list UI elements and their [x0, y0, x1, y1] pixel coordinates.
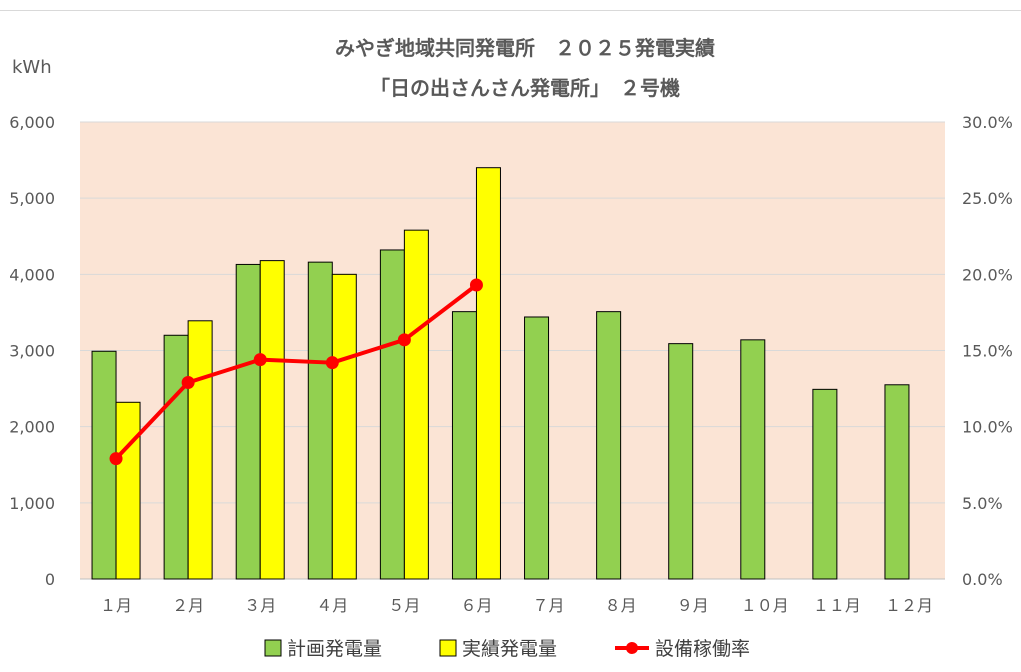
bar-actual	[259, 260, 285, 580]
x-tick-label: １月	[100, 596, 132, 615]
bar-actual	[331, 273, 357, 580]
bar-actual	[115, 401, 141, 580]
bar-actual	[475, 167, 501, 580]
bar-planned	[596, 311, 622, 580]
y2-tick-label: 15.0%	[962, 342, 1013, 361]
legend-swatch-marker	[626, 642, 638, 654]
chart-subtitle: 「日の出さんさん発電所」 ２号機	[370, 76, 680, 100]
bar-actual	[403, 229, 429, 580]
bar-planned	[451, 311, 477, 580]
line-operating-rate	[114, 283, 478, 461]
bar-planned	[163, 334, 189, 580]
line-point	[469, 278, 483, 292]
x-tick-label: ８月	[605, 596, 637, 615]
y2-tick-label: 20.0%	[962, 265, 1013, 284]
x-tick-label: １２月	[885, 596, 933, 615]
legend-label: 実績発電量	[462, 638, 557, 660]
y-tick-label: 5,000	[9, 189, 55, 208]
bar-planned	[740, 339, 766, 580]
bar-planned	[812, 388, 838, 580]
plot-area: 0 0.0% 1,000 5.0% 2,000 10.0% 3,000 15.0% 4,000 2…	[9, 113, 1013, 615]
chart-title: みやぎ地域共同発電所 ２０２５発電実績	[335, 36, 715, 60]
y-tick-label: 2,000	[9, 418, 55, 437]
y2-tick-label: 0.0%	[962, 570, 1003, 589]
x-tick-label: ７月	[533, 596, 565, 615]
x-tick-label: ９月	[677, 596, 709, 615]
line-point	[181, 375, 195, 389]
x-tick-label: ３月	[244, 596, 276, 615]
x-tick-label: ５月	[388, 596, 420, 615]
line-point	[325, 356, 339, 370]
line-point	[397, 333, 411, 347]
bar-planned	[379, 249, 405, 580]
legend: 計画発電量 実績発電量 設備稼働率	[264, 638, 750, 660]
y-tick-label: 4,000	[9, 265, 55, 284]
y2-tick-label: 25.0%	[962, 189, 1013, 208]
bar-planned	[235, 263, 261, 580]
bar-actual	[187, 320, 213, 580]
bar-planned	[668, 343, 694, 580]
y-tick-label: 1,000	[9, 494, 55, 513]
bar-planned	[307, 261, 333, 580]
legend-swatch	[264, 639, 282, 657]
y-tick-label: 6,000	[9, 113, 55, 132]
y-axis-unit: kWh	[12, 57, 52, 78]
bar-planned	[524, 316, 550, 580]
bar-planned	[884, 384, 910, 580]
legend-swatch	[439, 639, 457, 657]
y-tick-label: 3,000	[9, 342, 55, 361]
bar-planned	[91, 350, 117, 580]
top-border	[0, 10, 1021, 11]
line-point	[253, 353, 267, 367]
y2-tick-label: 30.0%	[962, 113, 1013, 132]
legend-label: 設備稼働率	[655, 638, 750, 660]
x-tick-label: ４月	[316, 596, 348, 615]
x-tick-label: ２月	[172, 596, 204, 615]
x-tick-label: ６月	[460, 596, 492, 615]
y-tick-label: 0	[45, 570, 55, 589]
y2-tick-label: 5.0%	[962, 494, 1003, 513]
legend-label: 計画発電量	[287, 638, 382, 660]
line-point	[109, 452, 123, 466]
x-tick-label: １０月	[741, 596, 789, 615]
x-tick-label: １１月	[813, 596, 861, 615]
y2-tick-label: 10.0%	[962, 418, 1013, 437]
